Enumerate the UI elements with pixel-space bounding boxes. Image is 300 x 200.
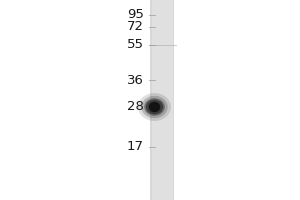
Ellipse shape	[144, 98, 165, 116]
Text: 36: 36	[127, 73, 144, 86]
Text: 28: 28	[127, 100, 144, 114]
Text: 55: 55	[127, 38, 144, 51]
Text: 17: 17	[127, 140, 144, 154]
Text: 95: 95	[127, 8, 144, 21]
Ellipse shape	[141, 96, 168, 118]
Bar	[152, 0, 172, 200]
Text: 72: 72	[127, 21, 144, 33]
Bar	[150, 0, 174, 200]
Ellipse shape	[146, 100, 163, 114]
Ellipse shape	[149, 102, 160, 112]
Ellipse shape	[138, 93, 171, 121]
